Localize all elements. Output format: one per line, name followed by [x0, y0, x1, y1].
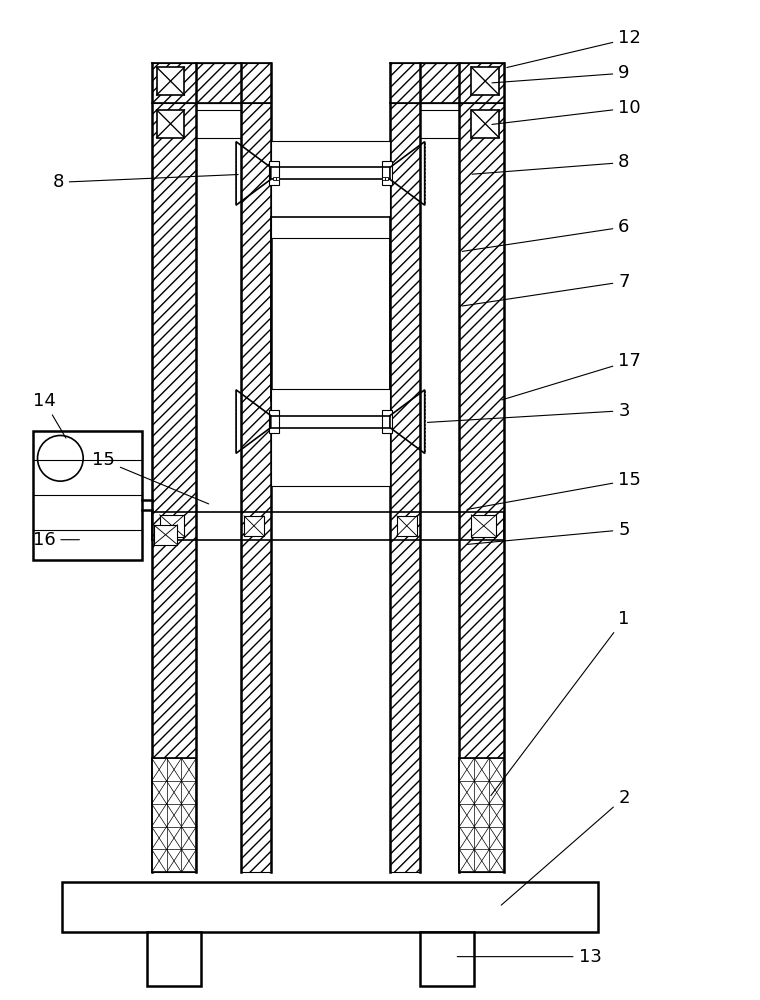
Text: 15: 15 — [92, 451, 209, 504]
Text: 5: 5 — [467, 521, 630, 544]
Bar — [241, 63, 271, 872]
Bar — [459, 63, 504, 872]
Bar — [244, 516, 264, 536]
Bar — [157, 67, 185, 95]
Text: 14: 14 — [33, 392, 66, 438]
Bar — [271, 141, 390, 238]
Bar — [385, 177, 388, 180]
Bar — [382, 177, 385, 180]
Bar — [397, 516, 416, 536]
Bar — [382, 410, 392, 433]
Bar — [471, 110, 499, 138]
Bar — [62, 882, 598, 932]
Text: 6: 6 — [462, 218, 629, 251]
Text: 9: 9 — [492, 64, 630, 83]
Bar — [33, 431, 142, 560]
Text: 8: 8 — [52, 173, 238, 191]
Text: 1: 1 — [491, 610, 629, 796]
Bar — [271, 389, 390, 486]
Bar — [390, 63, 504, 103]
Bar — [160, 515, 185, 537]
Text: 2: 2 — [501, 789, 630, 905]
Bar — [471, 67, 499, 95]
Text: 13: 13 — [458, 948, 601, 966]
Bar — [157, 110, 185, 138]
Bar — [471, 515, 496, 537]
Bar — [276, 177, 279, 180]
Bar — [459, 758, 504, 872]
Text: 10: 10 — [492, 99, 641, 124]
Bar — [154, 525, 178, 545]
Bar — [382, 161, 392, 185]
Bar — [273, 177, 276, 180]
Text: 8: 8 — [472, 153, 629, 174]
Bar — [147, 932, 201, 986]
Text: 15: 15 — [467, 471, 641, 509]
Text: 3: 3 — [427, 402, 630, 422]
Bar — [152, 758, 196, 872]
Text: 16: 16 — [33, 531, 79, 549]
Bar — [269, 161, 279, 185]
Bar — [269, 410, 279, 433]
Text: 7: 7 — [462, 273, 630, 306]
Bar — [152, 63, 271, 103]
Text: 17: 17 — [502, 352, 641, 400]
Bar — [390, 63, 420, 872]
Text: 12: 12 — [507, 29, 641, 68]
Bar — [152, 63, 196, 872]
Bar — [420, 932, 474, 986]
